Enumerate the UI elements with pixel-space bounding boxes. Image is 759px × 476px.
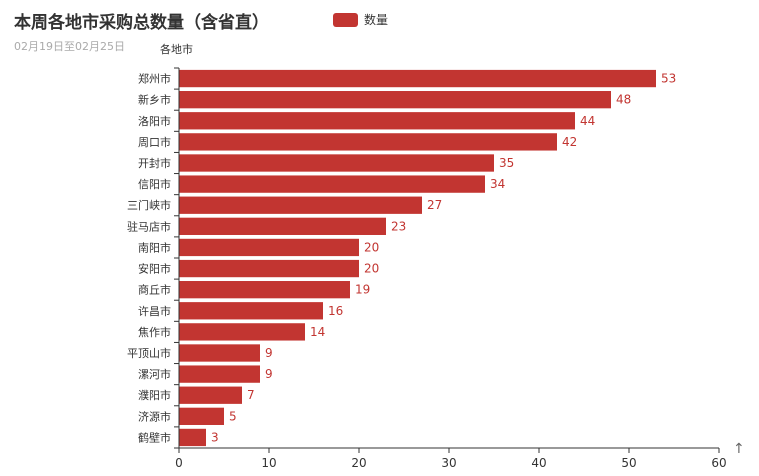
y-axis-name: 各地市 — [160, 43, 193, 56]
legend[interactable]: 数量 — [333, 11, 388, 28]
data-label: 53 — [661, 72, 676, 86]
legend-label: 数量 — [364, 13, 389, 27]
category-label: 漯河市 — [138, 367, 171, 381]
bar[interactable] — [179, 238, 359, 257]
x-tick-label: 40 — [531, 456, 546, 470]
x-tick-label: 0 — [175, 456, 183, 470]
x-tick-label: 30 — [441, 456, 456, 470]
bar[interactable] — [179, 323, 305, 341]
data-label: 42 — [562, 135, 577, 149]
data-label: 19 — [355, 283, 370, 297]
bar[interactable] — [179, 112, 575, 130]
bar[interactable] — [179, 281, 350, 299]
category-label: 开封市 — [138, 156, 171, 170]
category-label: 濮阳市 — [138, 388, 171, 402]
data-label: 27 — [427, 198, 442, 212]
category-label: 周口市 — [138, 135, 171, 149]
bar[interactable] — [179, 407, 224, 425]
category-label: 驻马店市 — [127, 219, 171, 233]
bar[interactable] — [179, 175, 485, 193]
category-label: 许昌市 — [138, 304, 171, 318]
data-label: 7 — [247, 388, 255, 402]
data-label: 9 — [265, 367, 273, 381]
chart-subtitle: 02月19日至02月25日 — [14, 40, 125, 53]
bar[interactable] — [179, 154, 494, 172]
category-label: 鹤壁市 — [138, 430, 171, 444]
data-label: 34 — [490, 177, 505, 191]
category-label: 平顶山市 — [127, 346, 171, 360]
axes-layer: 郑州市新乡市洛阳市周口市开封市信阳市三门峡市驻马店市南阳市安阳市商丘市许昌市焦作… — [127, 67, 727, 470]
legend-swatch — [333, 12, 358, 27]
bar[interactable] — [179, 365, 260, 383]
bar[interactable] — [179, 217, 386, 235]
data-label: 48 — [616, 93, 631, 107]
category-label: 信阳市 — [138, 177, 171, 191]
data-label: 9 — [265, 346, 273, 360]
category-label: 南阳市 — [138, 240, 171, 254]
chart-title: 本周各地市采购总数量（含省直） — [14, 13, 269, 33]
category-label: 焦作市 — [138, 325, 171, 339]
category-label: 商丘市 — [138, 283, 171, 297]
data-label: 14 — [310, 325, 325, 339]
data-label: 35 — [499, 156, 514, 170]
bar[interactable] — [179, 133, 557, 151]
bar[interactable] — [179, 69, 656, 88]
data-label: 23 — [391, 219, 406, 233]
data-label: 5 — [229, 409, 237, 423]
bar[interactable] — [179, 386, 242, 404]
x-tick-label: 20 — [351, 456, 366, 470]
x-tick-label: 60 — [711, 456, 726, 470]
category-label: 济源市 — [138, 409, 171, 423]
bar[interactable] — [179, 344, 260, 362]
data-label: 3 — [211, 430, 219, 444]
category-label: 洛阳市 — [138, 114, 171, 128]
x-tick-label: 10 — [261, 456, 276, 470]
bar[interactable] — [179, 259, 359, 278]
data-label: 44 — [580, 114, 595, 128]
bar[interactable] — [179, 302, 323, 320]
category-label: 新乡市 — [138, 93, 171, 107]
bar[interactable] — [179, 428, 206, 447]
data-label: 16 — [328, 304, 343, 318]
data-label: 20 — [364, 240, 379, 254]
category-label: 郑州市 — [138, 72, 171, 86]
x-tick-label: 50 — [621, 456, 636, 470]
category-label: 三门峡市 — [127, 198, 171, 212]
arrow-up-icon[interactable]: ↑ — [733, 441, 745, 457]
bar[interactable] — [179, 91, 611, 109]
category-label: 安阳市 — [138, 262, 171, 276]
bar[interactable] — [179, 196, 422, 214]
data-label: 20 — [364, 262, 379, 276]
